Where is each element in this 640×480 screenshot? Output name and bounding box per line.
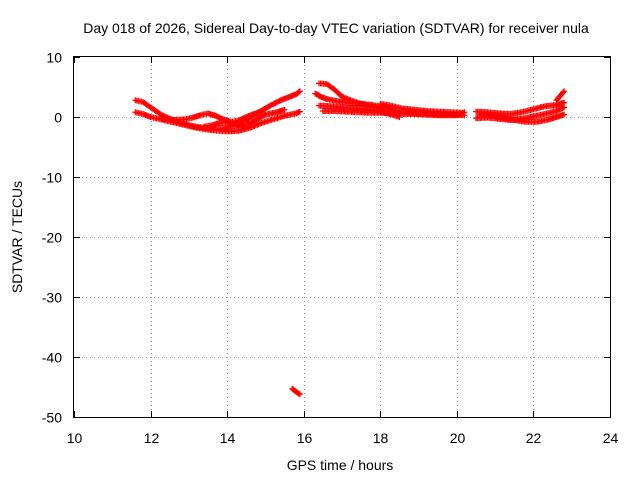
x-tick-label: 18 [373,430,389,446]
data-layer [132,80,568,398]
data-track [289,385,303,398]
chart-title: Day 018 of 2026, Sidereal Day-to-day VTE… [83,20,589,36]
data-track [476,111,568,125]
plot-frame [73,56,611,418]
x-tick-label: 20 [450,430,466,446]
y-tick-label: 10 [46,50,62,66]
y-tick-label: -30 [42,290,62,306]
y-tick-label: -20 [42,230,62,246]
y-tick-label: -40 [42,350,62,366]
x-tick-label: 14 [220,430,236,446]
x-tick-label: 12 [144,430,160,446]
tick-layer: 10 12 14 16 18 20 22 24 10 0 -10 -20 -30 -40 -50 [42,50,619,447]
data-track [201,106,288,130]
data-track [553,88,568,104]
x-tick-label: 24 [603,430,619,446]
y-axis-label: SDTVAR / TECUs [9,181,25,293]
x-tick-label: 22 [526,430,542,446]
x-axis-label: GPS time / hours [287,457,394,473]
data-track [377,100,464,116]
x-tick-label: 10 [67,430,83,446]
y-tick-label: -50 [42,410,62,426]
y-tick-label: -10 [42,170,62,186]
data-track [312,90,322,99]
x-tick-label: 16 [297,430,313,446]
y-tick-label: 0 [54,110,62,126]
